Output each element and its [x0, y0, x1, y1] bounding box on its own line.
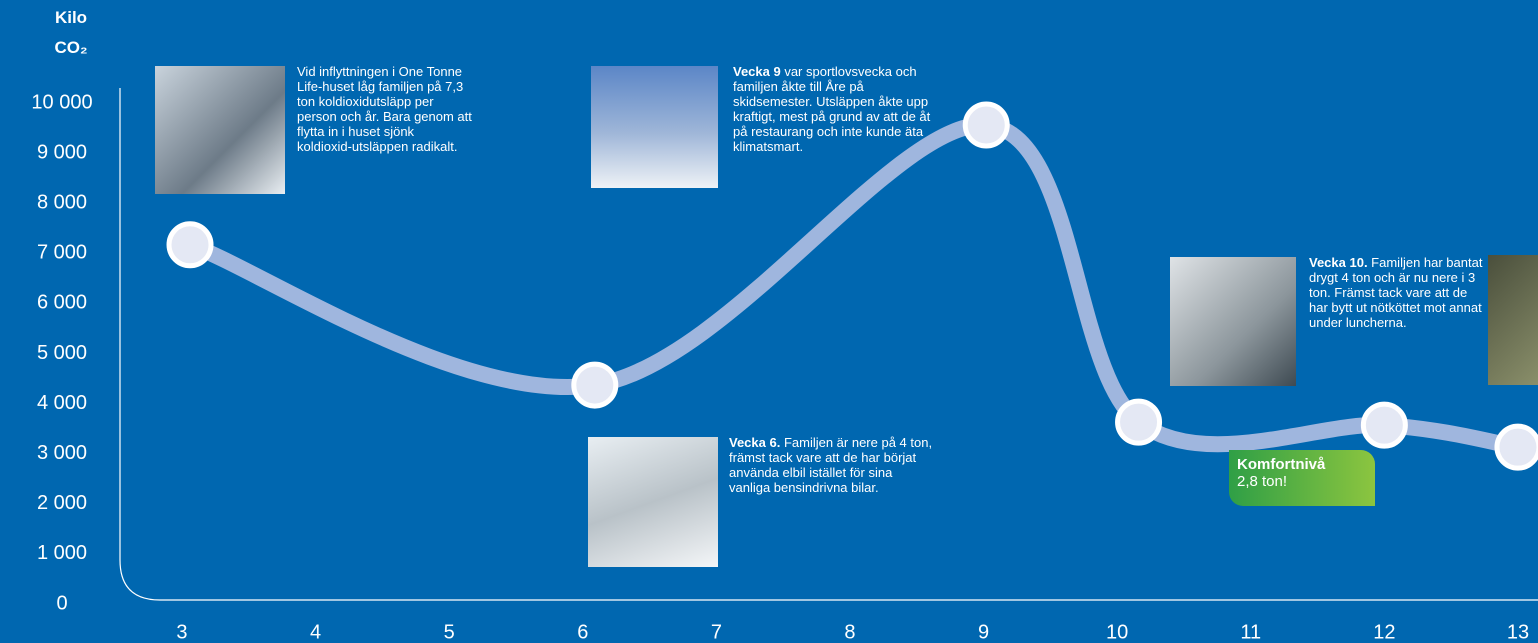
- y-tick-label: 1 000: [37, 542, 87, 564]
- annotation-text: Familjen är nere på 4 ton, främst tack v…: [729, 435, 933, 495]
- annotation: Vecka 9 var sportlovsvecka och familjen …: [733, 64, 933, 154]
- x-tick-label: 3: [176, 621, 187, 643]
- marker: [1494, 423, 1538, 471]
- x-tick-label: 5: [444, 621, 455, 643]
- callout-text: 2,8 ton!: [1237, 473, 1288, 490]
- axis: [119, 88, 1538, 601]
- annotation: Vecka 10. Familjen har bantat drygt 4 to…: [1309, 255, 1489, 330]
- x-tick-label: 8: [844, 621, 855, 643]
- annotation-text: var sportlovsvecka och familjen åkte til…: [733, 64, 931, 154]
- photo: [588, 437, 718, 567]
- y-tick-label: 4 000: [37, 392, 87, 414]
- marker: [962, 101, 1010, 149]
- x-tick-label: 13: [1507, 621, 1529, 643]
- line: [182, 117, 1526, 456]
- photo: [1488, 255, 1538, 385]
- y-tick-label: 6 000: [37, 292, 87, 314]
- marker: [166, 221, 214, 269]
- x-tick-label: 6: [577, 621, 588, 643]
- marker: [571, 361, 619, 409]
- photo: [1170, 257, 1296, 386]
- y-tick-label: 2 000: [37, 492, 87, 514]
- y-tick-label: 3 000: [37, 442, 87, 464]
- x-tick-label: 9: [978, 621, 989, 643]
- marker: [1360, 401, 1408, 449]
- x-tick-label: 10: [1106, 621, 1128, 643]
- x-tick-label: 7: [711, 621, 722, 643]
- y-tick-label: 0: [56, 592, 67, 614]
- x-tick-label: 11: [1240, 621, 1261, 643]
- annotation: Vid inflyttningen i One Tonne Life-huset…: [297, 64, 472, 154]
- annotation-text: Vid inflyttningen i One Tonne Life-huset…: [297, 64, 472, 154]
- y-tick-label: 8 000: [37, 191, 87, 213]
- annotation: Vecka 6. Familjen är nere på 4 ton, främ…: [729, 435, 934, 495]
- photo: [591, 66, 718, 188]
- callout: Komfortnivå 2,8 ton!: [1229, 450, 1375, 506]
- y-tick-label: 5 000: [37, 342, 87, 364]
- marker: [1115, 398, 1163, 446]
- x-tick-label: 12: [1373, 621, 1395, 643]
- annotation-text: Familjen har bantat drygt 4 ton och är n…: [1309, 255, 1483, 330]
- y-axis-label: CO₂: [54, 38, 88, 57]
- annotation-bold: Vecka 6.: [729, 435, 781, 450]
- annotation-bold: Vecka 9: [733, 64, 781, 79]
- photo: [155, 66, 285, 194]
- x-tick-label: 4: [310, 621, 321, 643]
- y-tick-label: 10 000: [31, 91, 92, 113]
- annotation-bold: Vecka 10.: [1309, 255, 1368, 270]
- callout-title: Komfortnivå: [1237, 456, 1326, 473]
- y-tick-label: 7 000: [37, 242, 87, 264]
- y-tick-label: 9 000: [37, 141, 87, 163]
- y-axis-label: Kilo: [54, 8, 88, 27]
